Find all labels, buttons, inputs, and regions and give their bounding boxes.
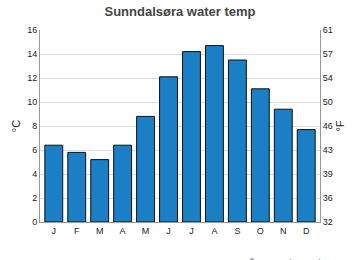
svg-text:46: 46 — [323, 121, 333, 131]
svg-text:14: 14 — [27, 49, 37, 59]
svg-text:16: 16 — [27, 25, 37, 35]
svg-text:6: 6 — [32, 145, 37, 155]
svg-text:61: 61 — [323, 25, 333, 35]
svg-text:J: J — [52, 226, 57, 236]
svg-text:D: D — [303, 226, 310, 236]
svg-text:43: 43 — [323, 145, 333, 155]
svg-text:J: J — [166, 226, 171, 236]
svg-text:M: M — [142, 226, 150, 236]
svg-text:A: A — [120, 226, 126, 236]
svg-text:10: 10 — [27, 97, 37, 107]
svg-text:4: 4 — [32, 169, 37, 179]
svg-text:© www.seatemperature.org: © www.seatemperature.org — [249, 257, 346, 260]
svg-text:°F: °F — [334, 120, 346, 131]
svg-text:36: 36 — [323, 193, 333, 203]
svg-text:S: S — [234, 226, 240, 236]
svg-text:°C: °C — [10, 120, 22, 132]
svg-text:32: 32 — [323, 217, 333, 227]
svg-text:Sunndalsøra water temp: Sunndalsøra water temp — [105, 4, 256, 19]
svg-text:O: O — [257, 226, 264, 236]
svg-text:M: M — [96, 226, 104, 236]
svg-text:2: 2 — [32, 193, 37, 203]
svg-text:A: A — [211, 226, 217, 236]
svg-text:57: 57 — [323, 49, 333, 59]
svg-text:54: 54 — [323, 73, 333, 83]
svg-text:0: 0 — [32, 217, 37, 227]
svg-text:50: 50 — [323, 97, 333, 107]
svg-text:N: N — [280, 226, 287, 236]
svg-text:J: J — [189, 226, 194, 236]
svg-text:F: F — [74, 226, 80, 236]
svg-text:8: 8 — [32, 121, 37, 131]
svg-text:39: 39 — [323, 169, 333, 179]
svg-text:12: 12 — [27, 73, 37, 83]
